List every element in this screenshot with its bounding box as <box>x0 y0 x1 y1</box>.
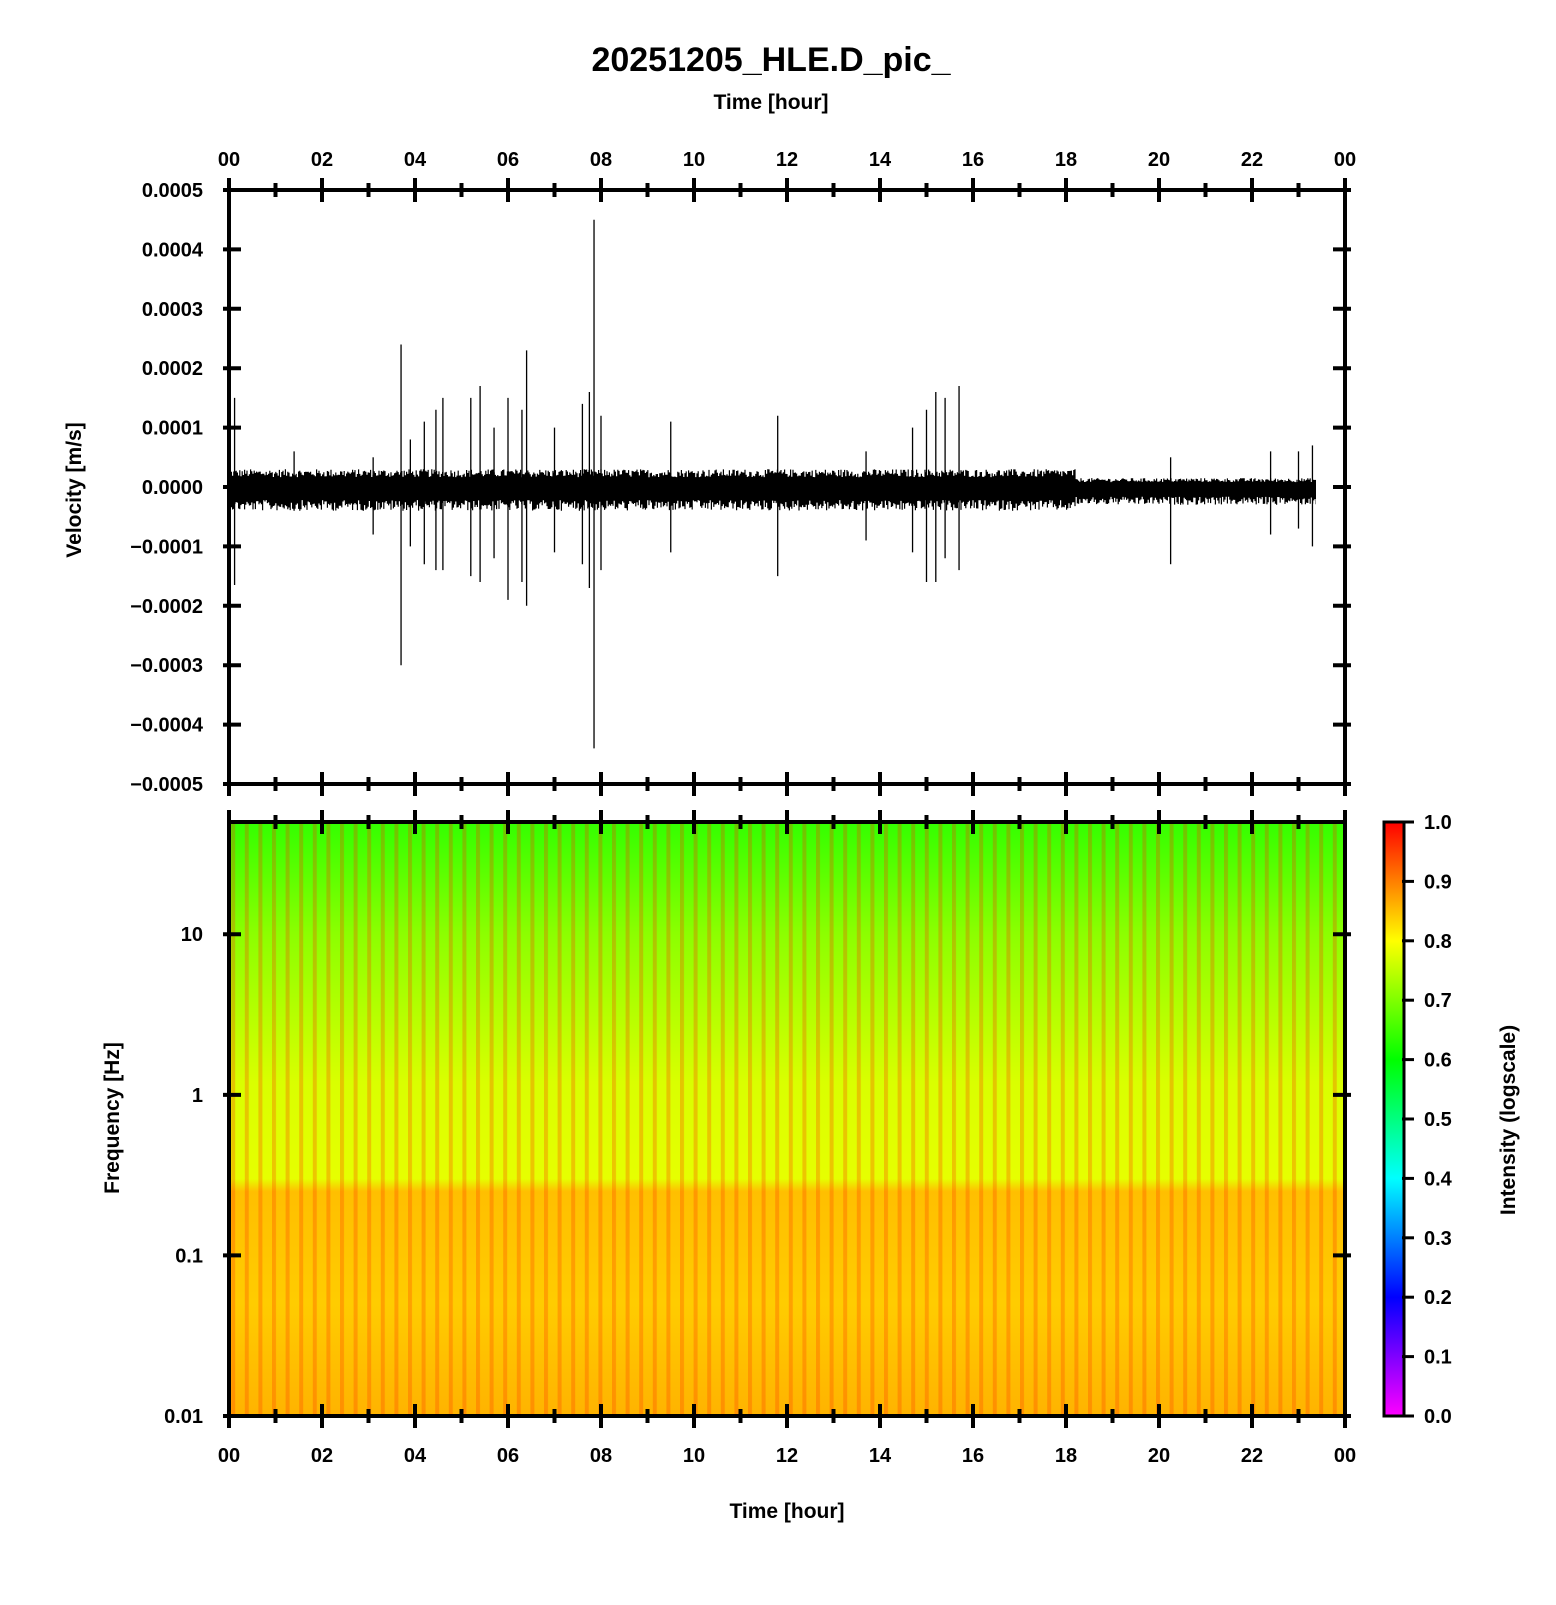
velocity-y-tick-label: 0.0004 <box>142 239 204 261</box>
spectrogram-x-tick-label: 02 <box>311 1445 333 1467</box>
velocity-x-tick-label: 18 <box>1055 149 1077 171</box>
colorbar-tick-label: 0.7 <box>1424 990 1452 1012</box>
velocity-y-axis-label: Velocity [m/s] <box>63 422 86 557</box>
spectrogram-x-tick-label: 06 <box>497 1445 519 1467</box>
velocity-x-tick-label: 08 <box>590 149 612 171</box>
spectrogram-x-tick-label: 18 <box>1055 1445 1077 1467</box>
colorbar-tick-label: 0.8 <box>1424 931 1452 953</box>
velocity-x-tick-label: 14 <box>869 149 892 171</box>
velocity-x-tick-label: 02 <box>311 149 333 171</box>
colorbar-gradient <box>1382 820 1406 1418</box>
spectrogram-x-tick-label: 00 <box>1334 1445 1356 1467</box>
bottom-x-axis-label: Time [hour] <box>729 1500 844 1523</box>
spectrogram-panel: 0.01 0.1 1 10 00 02 04 06 08 10 12 14 16 18 20 22 00 Fr… <box>101 810 1356 1523</box>
velocity-y-tick-label: 0.0001 <box>142 418 203 440</box>
spectrogram-y-axis: 0.01 0.1 1 10 <box>164 924 1351 1428</box>
velocity-y-tick-label: 0.0000 <box>142 477 203 499</box>
spectrogram-y-tick-label: 1 <box>192 1085 203 1107</box>
velocity-noise-band <box>228 469 1316 511</box>
velocity-x-tick-label: 00 <box>218 149 240 171</box>
spectrogram-x-tick-label: 04 <box>404 1445 427 1467</box>
colorbar-tick-label: 0.4 <box>1424 1168 1453 1190</box>
spectrogram-y-tick-label: 10 <box>181 924 203 946</box>
velocity-y-tick-label: 0.0003 <box>142 299 203 321</box>
spectrogram-x-tick-label: 22 <box>1241 1445 1263 1467</box>
velocity-x-tick-label: 04 <box>404 149 427 171</box>
velocity-y-tick-label: 0.0002 <box>142 358 203 380</box>
spectrogram-x-tick-label: 16 <box>962 1445 984 1467</box>
velocity-x-tick-label: 22 <box>1241 149 1263 171</box>
spectrogram-x-axis: 00 02 04 06 08 10 12 14 16 18 20 22 00 <box>218 810 1356 1467</box>
velocity-y-tick-label: −0.0002 <box>130 596 203 618</box>
spectrogram-x-tick-label: 14 <box>869 1445 892 1467</box>
velocity-y-tick-label: −0.0005 <box>130 774 203 796</box>
spectrogram-x-tick-label: 00 <box>218 1445 240 1467</box>
colorbar-axis: 0.0 0.1 0.2 0.3 0.4 0.5 0.6 0.7 0.8 0.9 1.0 <box>1402 812 1453 1428</box>
chart-title: 20251205_HLE.D_pic_ <box>591 41 951 79</box>
spectrogram-x-tick-label: 10 <box>683 1445 705 1467</box>
colorbar-tick-label: 0.2 <box>1424 1287 1452 1309</box>
colorbar: 0.0 0.1 0.2 0.3 0.4 0.5 0.6 0.7 0.8 0.9 1.0 Intens… <box>1382 812 1520 1428</box>
colorbar-tick-label: 0.6 <box>1424 1050 1452 1072</box>
colorbar-tick-label: 1.0 <box>1424 812 1452 834</box>
velocity-y-axis: −0.0005 −0.0004 −0.0003 −0.0002 −0.0001 0.000… <box>130 180 1351 796</box>
spectrogram-y-axis-label: Frequency [Hz] <box>101 1042 124 1194</box>
velocity-x-tick-label: 12 <box>776 149 798 171</box>
velocity-x-tick-label: 06 <box>497 149 519 171</box>
velocity-x-tick-label: 10 <box>683 149 705 171</box>
velocity-x-axis: 00 02 04 06 08 10 12 14 16 18 20 22 00 <box>218 149 1356 796</box>
velocity-y-tick-label: −0.0001 <box>130 536 203 558</box>
colorbar-label: Intensity (logscale) <box>1497 1025 1520 1215</box>
colorbar-tick-label: 0.5 <box>1424 1109 1452 1131</box>
spectrogram-y-tick-label: 0.01 <box>164 1406 203 1428</box>
colorbar-tick-label: 0.0 <box>1424 1406 1452 1428</box>
velocity-y-tick-label: 0.0005 <box>142 180 203 202</box>
velocity-x-tick-label: 00 <box>1334 149 1356 171</box>
velocity-x-tick-label: 20 <box>1148 149 1170 171</box>
colorbar-tick-label: 0.3 <box>1424 1228 1452 1250</box>
velocity-x-tick-label: 16 <box>962 149 984 171</box>
velocity-trace <box>228 219 1316 749</box>
colorbar-tick-label: 0.9 <box>1424 871 1452 893</box>
spectrogram-stripes <box>229 822 1345 1416</box>
spectrogram-x-tick-label: 20 <box>1148 1445 1170 1467</box>
top-x-axis-label: Time [hour] <box>713 91 828 114</box>
velocity-y-tick-label: −0.0004 <box>130 715 204 737</box>
velocity-panel: −0.0005 −0.0004 −0.0003 −0.0002 −0.0001 0.000… <box>63 149 1356 796</box>
spectrogram-x-tick-label: 08 <box>590 1445 612 1467</box>
velocity-y-tick-label: −0.0003 <box>130 655 203 677</box>
spectrogram-x-tick-label: 12 <box>776 1445 798 1467</box>
colorbar-tick-label: 0.1 <box>1424 1347 1452 1369</box>
spectrogram-y-tick-label: 0.1 <box>175 1245 203 1267</box>
